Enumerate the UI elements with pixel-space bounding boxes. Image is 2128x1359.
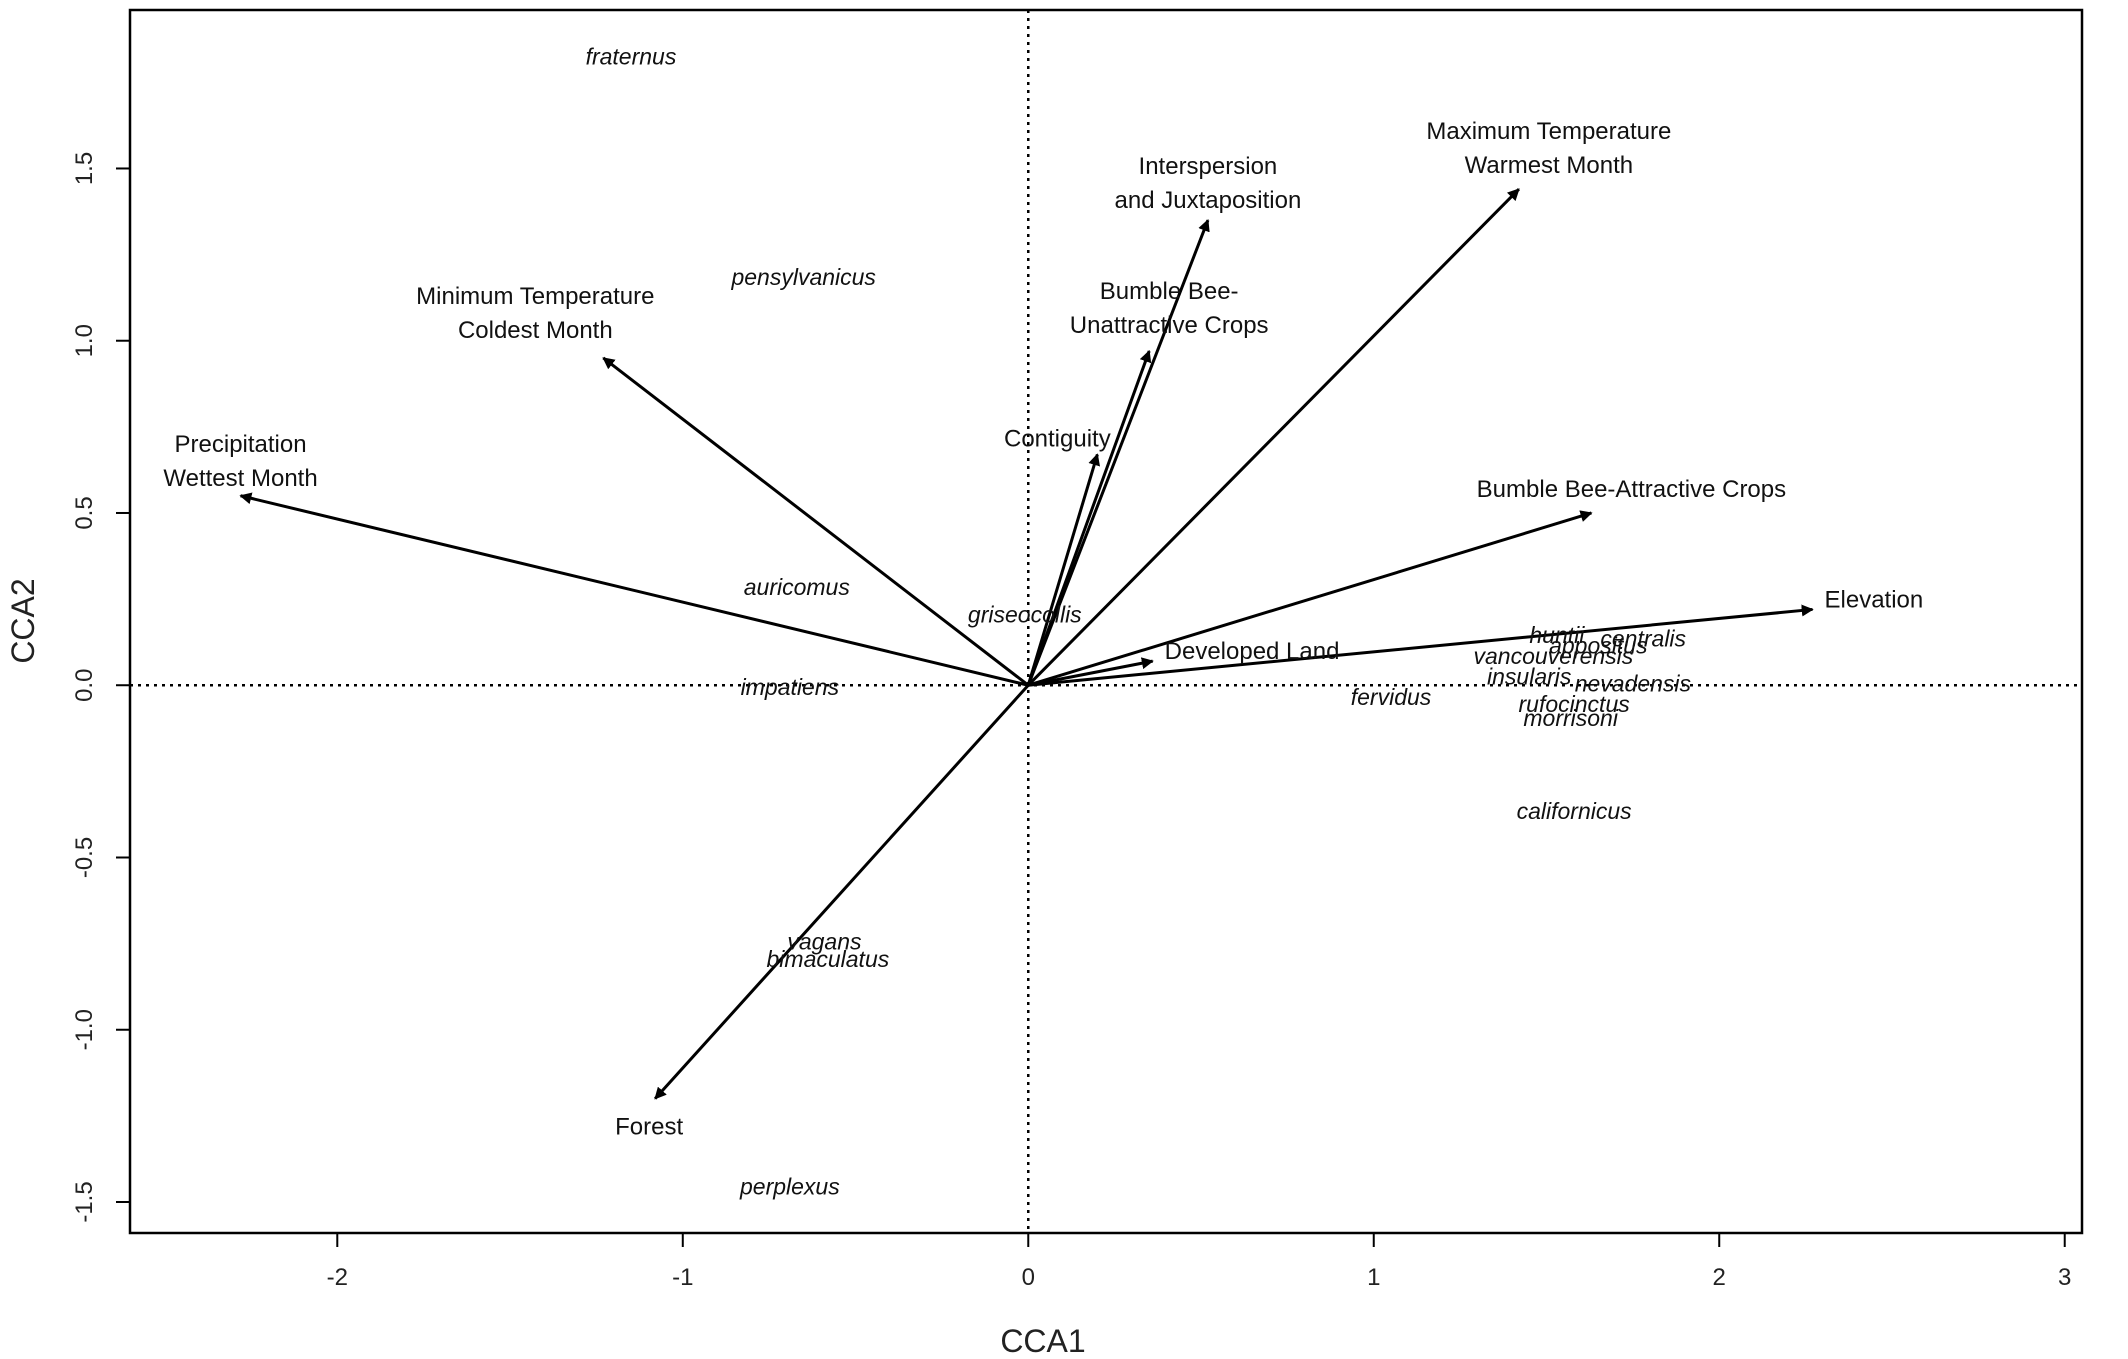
vector-arrow	[1027, 657, 1154, 687]
x-tick-label: 0	[1022, 1264, 1035, 1291]
y-tick-label: 1.5	[71, 152, 98, 185]
species-label: nevadensis	[1575, 670, 1692, 696]
x-tick-label: 1	[1367, 1264, 1380, 1291]
y-axis-ticks: -1.5 -1.0 -0.5 0.0 0.5 1.0 1.5	[71, 152, 130, 1223]
vector-arrow	[1026, 219, 1210, 686]
y-tick-label: -1.5	[71, 1181, 98, 1222]
y-tick-label: 0.0	[71, 669, 98, 702]
vector-arrow	[1026, 349, 1152, 686]
x-axis-title: CCA1	[1000, 1323, 1085, 1359]
vector-label: Elevation	[1825, 587, 1924, 614]
y-tick-label: -1.0	[71, 1009, 98, 1050]
vector-arrow	[1027, 188, 1520, 687]
vector-label: Bumble Bee-Unattractive Crops	[1070, 278, 1269, 339]
vector-label: Interspersion and Juxtaposition	[1115, 153, 1302, 214]
species-label: impatiens	[741, 674, 840, 700]
y-axis-title: CCA2	[5, 578, 41, 663]
x-tick-label: 3	[2058, 1264, 2071, 1291]
species-label: insularis	[1487, 663, 1572, 689]
vector-arrow	[239, 492, 1029, 687]
x-tick-label: -1	[672, 1264, 693, 1291]
plot-frame	[128, 8, 2084, 1235]
y-tick-label: 0.5	[71, 496, 98, 529]
species-label: bimaculatus	[767, 946, 890, 972]
species-label: pensylvanicus	[730, 264, 876, 290]
species-label: vagans	[787, 929, 862, 955]
species-label: rufocinctus	[1519, 691, 1631, 717]
vector-arrow	[654, 684, 1030, 1100]
vector-label: Minimum Temperature Coldest Month	[416, 283, 654, 344]
species-label: griseocollis	[968, 601, 1082, 627]
species-label: auricomus	[744, 574, 851, 600]
species-labels: fraternus pensylvanicus auricomus griseocol…	[586, 43, 1692, 1199]
vector-arrow	[602, 356, 1030, 687]
vector-labels: Precipitation Wettest Month Minimum Temper…	[163, 118, 1923, 1140]
species-label: fervidus	[1351, 684, 1432, 710]
species-label: centralis	[1600, 626, 1686, 652]
species-label: californicus	[1517, 798, 1633, 824]
vector-label: Developed Land	[1165, 638, 1340, 665]
vector-label: Maximum Temperature Warmest Month	[1426, 118, 1671, 179]
x-tick-label: 2	[1713, 1264, 1726, 1291]
vector-label: Precipitation Wettest Month	[163, 431, 317, 492]
y-tick-label: 1.0	[71, 324, 98, 357]
vector-arrow	[1028, 604, 1814, 687]
species-label: morrisoni	[1523, 705, 1618, 731]
x-tick-label: -2	[327, 1264, 348, 1291]
y-tick-label: -0.5	[71, 837, 98, 878]
species-label: appositus	[1549, 632, 1648, 658]
vector-label: Forest	[615, 1114, 683, 1141]
species-label: perplexus	[739, 1173, 840, 1199]
environmental-vectors	[239, 188, 1814, 1100]
species-label: fraternus	[586, 43, 677, 69]
species-label: huntii	[1529, 622, 1585, 648]
reference-lines	[130, 10, 2082, 1233]
vector-label: Contiguity	[1004, 426, 1111, 453]
vector-arrow	[1026, 453, 1101, 686]
x-axis-ticks: -2 -1 0 1 2 3	[327, 1233, 2071, 1291]
vector-arrow	[1027, 510, 1593, 687]
vector-label: Bumble Bee-Attractive Crops	[1477, 476, 1786, 503]
species-label: vancouverensis	[1473, 643, 1633, 669]
